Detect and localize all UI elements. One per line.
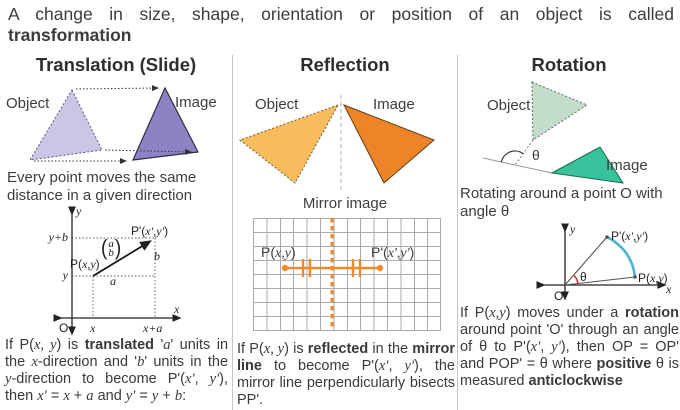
grid-point-p-prime-label: P'(x',y') <box>371 244 415 261</box>
b-length-label: b <box>154 249 160 263</box>
reflection-column: Reflection Object Image Mirror image P(x… <box>233 52 457 410</box>
x-plus-a-tick-label: x+a <box>143 321 163 335</box>
header-line1: A change in size, shape, orientation or … <box>8 4 674 24</box>
vector-open-paren: ( <box>101 236 108 261</box>
rotation-description: If P(x,y) moves under a rotation around … <box>460 305 680 389</box>
rotation-object-ray <box>514 139 534 166</box>
translation-vector-arrow-top <box>75 85 159 92</box>
point-p-prime-label: P'(x',y') <box>131 224 169 238</box>
grid-point-p-label: P(x,y) <box>261 244 296 261</box>
reflection-image-label: Image <box>373 96 415 113</box>
rotation-column: Rotation Object Image θ Rotating around … <box>458 52 680 410</box>
reflection-grid <box>253 218 441 331</box>
translation-object-triangle <box>29 88 103 161</box>
translation-graph <box>53 206 182 336</box>
translation-vector-arrow-middle <box>104 148 192 155</box>
column-divider-2 <box>457 55 458 410</box>
point-p-label: P(x,y) <box>638 271 668 285</box>
translation-image-triangle <box>132 86 199 161</box>
y-plus-b-tick-label: y+b <box>48 230 68 244</box>
reflection-image-triangle <box>342 104 435 184</box>
translation-column: Translation (Slide) Object Image Every p… <box>0 52 232 410</box>
translation-object-label: Object <box>6 95 50 112</box>
point-p-prime-label: P'(x',y') <box>611 229 649 243</box>
x-tick-label: x <box>90 321 96 335</box>
point-p-prime-dot <box>376 264 384 272</box>
reflection-description: If P(x, y) is reflected in the mirror li… <box>237 341 456 408</box>
y-tick-label: y <box>62 268 68 282</box>
rotation-graph <box>536 223 667 301</box>
reflection-triangles-figure <box>238 95 435 191</box>
header-line2: transformation <box>8 25 132 45</box>
theta-angle-arc <box>573 274 579 284</box>
rotation-object-label: Object <box>487 97 531 114</box>
poster-header: A change in size, shape, orientation or … <box>8 4 674 46</box>
a-length-label: a <box>110 274 116 288</box>
reflection-title: Reflection <box>300 54 390 75</box>
translation-triangles-figure <box>29 85 199 164</box>
rotation-triangles-figure <box>482 81 625 184</box>
translation-image-label: Image <box>175 94 217 111</box>
reflection-grid-overlay <box>281 218 384 330</box>
x-axis-label: x <box>666 282 672 296</box>
vector-close-paren: ) <box>114 236 122 261</box>
translation-displacement-arrow <box>92 240 152 277</box>
rotation-theta-label: θ <box>532 147 540 163</box>
rotation-caption: Rotating around a point O with angle θ <box>460 185 663 220</box>
translation-description: If P(x, y) is translated 'a' units in th… <box>5 337 229 404</box>
rotation-image-label: Image <box>606 157 648 174</box>
vector-a: a <box>108 237 114 250</box>
column-divider-1 <box>232 55 233 410</box>
graph-theta-label: θ <box>580 270 587 284</box>
rotation-title: Rotation <box>531 54 607 75</box>
vector-components: a b <box>107 237 115 259</box>
rotation-reference-ray <box>482 157 516 166</box>
op-prime-ray <box>564 236 608 286</box>
point-p-dot <box>633 275 637 279</box>
point-p-label: P(x,y) <box>70 257 100 271</box>
rotation-angle-arc <box>500 150 524 163</box>
origin-label: O <box>59 321 69 335</box>
reflection-object-triangle <box>238 104 340 184</box>
y-axis-label: y <box>570 222 576 236</box>
origin-label: O <box>554 289 564 303</box>
op-ray <box>564 276 636 286</box>
y-axis-label: y <box>76 204 82 218</box>
rotation-object-triangle <box>531 81 589 141</box>
rotation-image-triangle <box>550 146 625 184</box>
translation-title: Translation (Slide) <box>35 54 197 75</box>
point-p-dot <box>281 264 289 272</box>
translation-caption: Every point moves the same distance in a… <box>7 169 197 204</box>
translation-column-vector: ( a b ) <box>101 236 122 261</box>
reflection-object-label: Object <box>255 96 299 113</box>
x-axis-label: x <box>174 302 180 316</box>
rotation-image-ray <box>514 164 553 174</box>
point-p-prime-dot <box>605 235 609 239</box>
vector-b: b <box>108 247 114 259</box>
rotation-path-arc <box>606 235 637 278</box>
mirror-image-caption: Mirror image <box>302 195 388 212</box>
